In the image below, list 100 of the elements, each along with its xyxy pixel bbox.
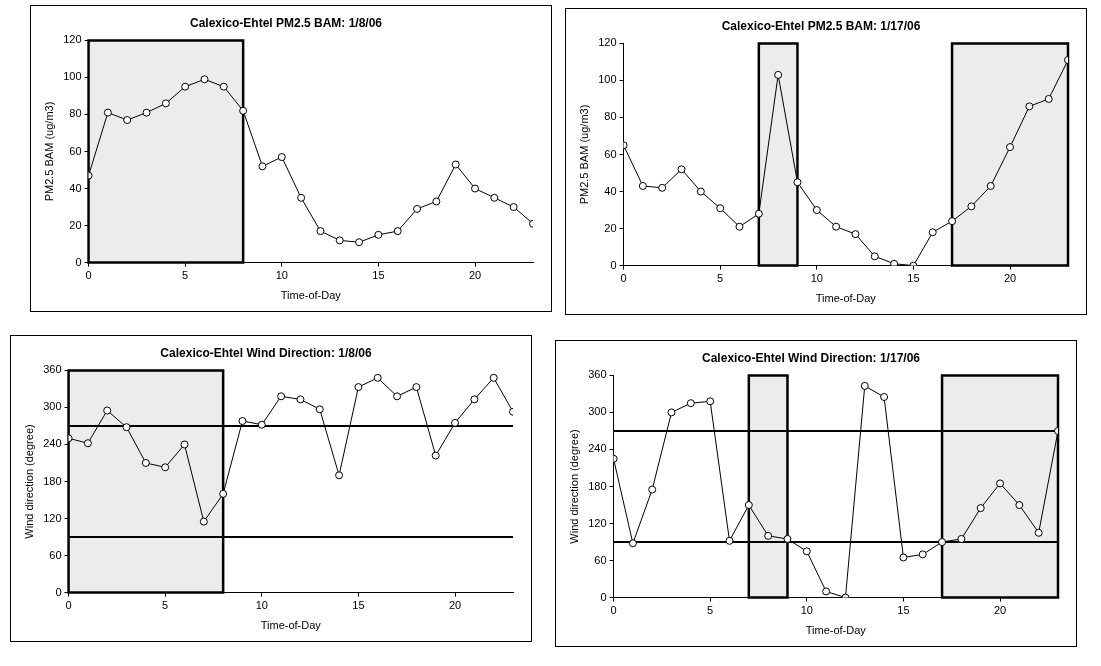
point [219, 489, 228, 498]
y-tick-label: 120 [598, 36, 617, 49]
y-tick-label: 80 [69, 107, 82, 120]
x-axis-title: Time-of-Day [805, 624, 867, 637]
point [277, 392, 286, 401]
x-tick-label: 15 [372, 269, 385, 282]
point [1034, 528, 1043, 537]
point [938, 538, 947, 547]
point [413, 204, 422, 213]
y-tick-label: 80 [604, 110, 617, 123]
point [783, 534, 792, 543]
point [297, 193, 306, 202]
x-tick-label: 20 [448, 599, 462, 612]
point [296, 395, 305, 404]
point [489, 373, 498, 382]
x-tick-label: 10 [275, 269, 288, 282]
y-tick-label: 240 [588, 442, 607, 455]
point [638, 181, 647, 190]
point [335, 236, 344, 245]
point [860, 381, 869, 390]
y-tick-label: 40 [69, 181, 82, 194]
point [967, 202, 976, 211]
x-tick-label: 15 [352, 599, 365, 612]
y-tick-label: 300 [588, 405, 607, 418]
point [451, 160, 460, 169]
point [1025, 102, 1034, 111]
point [774, 70, 783, 79]
chart-title: Calexico-Ehtel PM2.5 BAM: 1/17/06 [721, 18, 921, 33]
point [890, 259, 899, 266]
point [976, 504, 985, 513]
point [180, 440, 189, 449]
point [735, 222, 744, 231]
point [219, 82, 228, 91]
point [432, 197, 441, 206]
point [793, 178, 802, 187]
point [335, 471, 344, 480]
y-tick-label: 100 [63, 70, 82, 83]
point [373, 373, 382, 382]
y-tick-label: 300 [43, 400, 62, 413]
chart-title: Calexico-Ehtel Wind Direction: 1/17/06 [702, 350, 921, 365]
y-tick-label: 120 [588, 516, 607, 529]
chart-title: Calexico-Ehtel Wind Direction: 1/8/06 [160, 345, 372, 360]
point [123, 116, 132, 125]
point [374, 230, 383, 239]
point [142, 108, 151, 117]
point [648, 485, 657, 494]
point [658, 183, 667, 192]
point [257, 420, 266, 429]
y-tick-label: 60 [49, 548, 62, 561]
y-tick-label: 20 [69, 218, 82, 231]
y-tick-label: 60 [69, 144, 82, 157]
x-tick-label: 5 [707, 604, 714, 617]
x-tick-label: 10 [255, 599, 268, 612]
point [200, 75, 209, 84]
point [628, 539, 637, 548]
point [83, 439, 92, 448]
point [316, 227, 325, 236]
y-tick-label: 120 [63, 33, 82, 46]
point [431, 451, 440, 460]
point [812, 206, 821, 215]
y-axis-title: PM2.5 BAM (ug/m3) [577, 104, 590, 205]
x-tick-label: 15 [897, 604, 910, 617]
point [103, 108, 112, 117]
point [918, 550, 927, 559]
y-tick-label: 120 [43, 511, 62, 524]
x-tick-label: 20 [993, 604, 1007, 617]
y-tick-label: 0 [610, 258, 617, 271]
point [764, 531, 773, 540]
point [354, 383, 363, 392]
y-axis-title: Wind direction (degree) [22, 424, 35, 539]
y-tick-label: 180 [588, 479, 607, 492]
point [122, 423, 131, 432]
point [451, 418, 460, 427]
point [277, 153, 286, 162]
y-tick-label: 60 [594, 553, 607, 566]
point [1006, 143, 1015, 152]
point [239, 106, 248, 115]
point [716, 204, 725, 213]
point [1015, 501, 1024, 510]
x-axis-title: Time-of-Day [260, 619, 322, 632]
y-tick-label: 240 [43, 437, 62, 450]
point [1044, 94, 1053, 103]
x-axis-title: Time-of-Day [815, 292, 877, 305]
point [238, 417, 247, 426]
point [996, 479, 1005, 488]
x-tick-label: 15 [907, 272, 920, 285]
y-tick-label: 20 [604, 221, 617, 234]
x-tick-label: 5 [717, 272, 724, 285]
point [677, 165, 686, 174]
point [315, 405, 324, 414]
y-axis-title: PM2.5 BAM (ug/m3) [42, 101, 55, 202]
x-tick-label: 0 [620, 272, 627, 285]
point [509, 203, 518, 212]
x-tick-label: 5 [162, 599, 169, 612]
point [686, 399, 695, 408]
point [870, 252, 879, 261]
point [161, 463, 170, 472]
point [957, 534, 966, 543]
y-tick-label: 40 [604, 184, 617, 197]
point [667, 408, 676, 417]
